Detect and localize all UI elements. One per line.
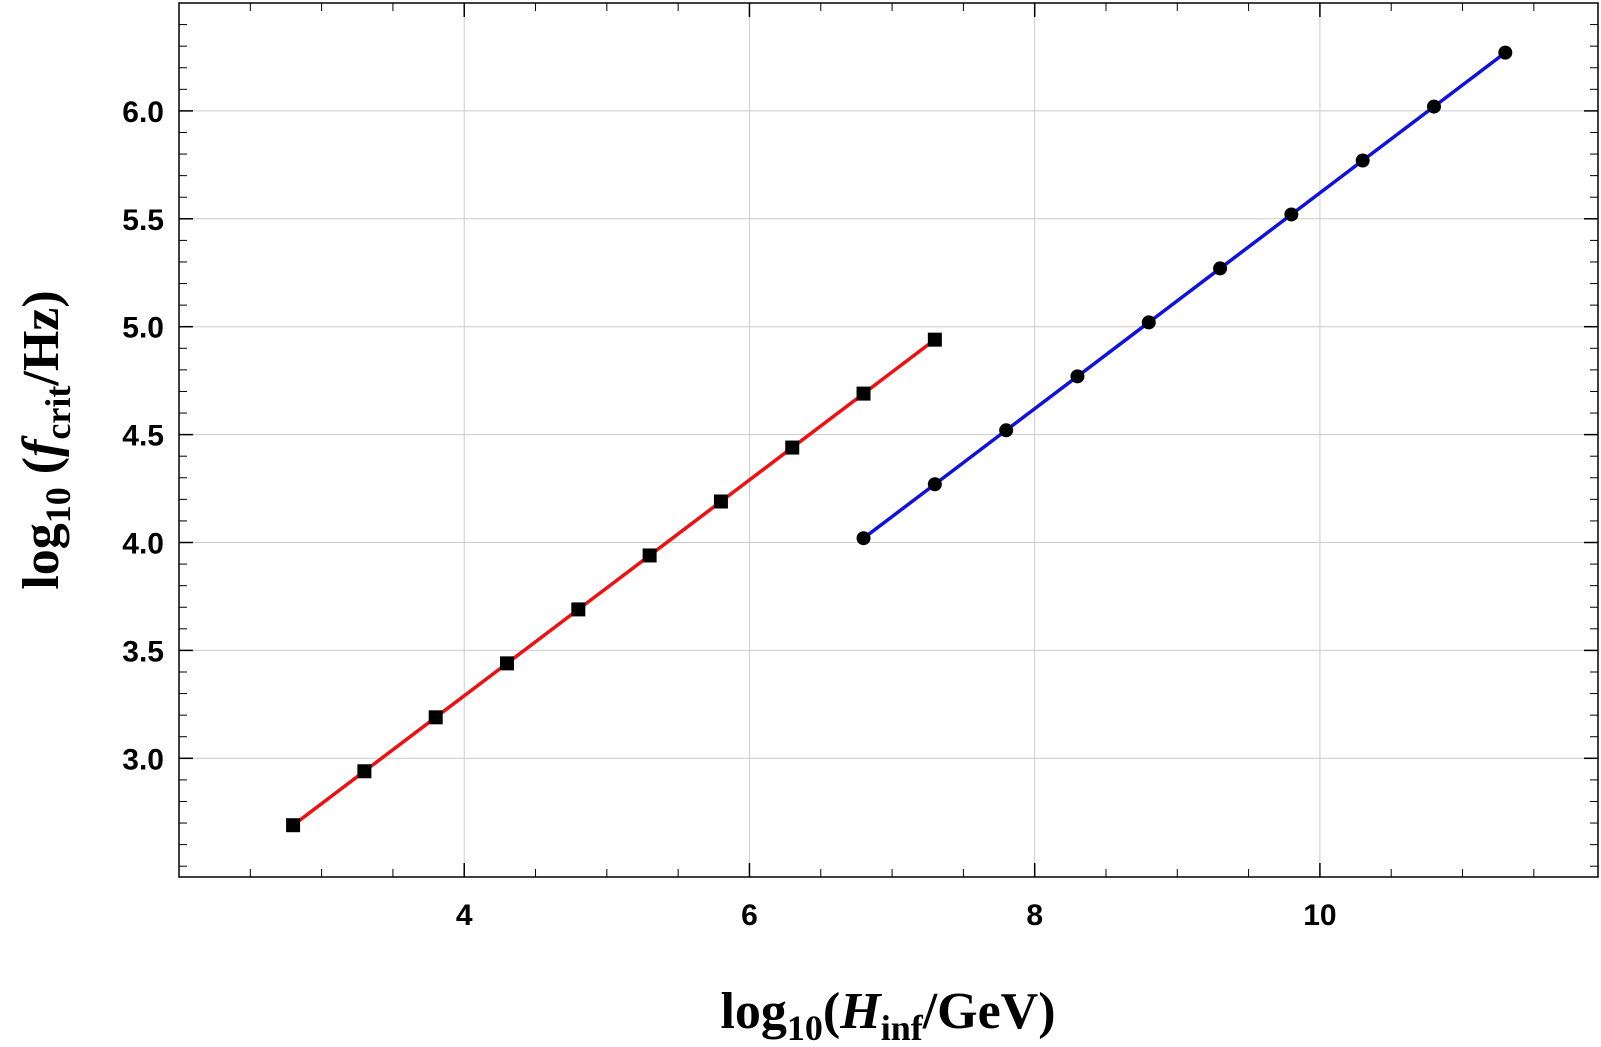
grid-lines [179,3,1598,877]
series-2-point [999,423,1014,438]
series-1-point [785,440,800,455]
series-2-point [1284,207,1299,222]
y-label-var: f [13,435,70,457]
series-1-point [571,602,586,617]
x-tick-label: 6 [741,899,758,932]
series-1-point [856,386,871,401]
y-label-open: ( [13,457,70,487]
series-1-point [713,494,728,509]
series-2-point [1213,261,1228,276]
y-tick-label: 5.5 [122,204,164,237]
x-label-open: ( [823,983,840,1040]
x-label-rest: /GeV) [922,983,1056,1040]
x-tick-label: 4 [456,899,473,932]
series-2-point [1498,45,1513,60]
series-2-line [862,51,1507,540]
series-2-point [927,477,942,492]
series-1-point [500,656,515,671]
axis-ticks [178,2,1598,877]
y-label-var-sub: crit [38,386,78,440]
y-label-prefix: log [13,523,70,589]
y-tick-label: 5.0 [122,312,164,345]
y-label-rest: /Hz) [13,290,70,386]
x-label-var-sub: inf [881,1008,924,1047]
x-label-prefix-sub: 10 [787,1008,823,1047]
series-1-line [292,338,936,827]
series-1-point [642,548,657,563]
x-axis-label: log10(Hinf/GeV) [720,983,1055,1047]
series-2-point [1355,153,1370,168]
series-1-point [357,764,372,779]
y-label-prefix-sub: 10 [38,487,78,523]
series-2-point [1070,369,1085,384]
series-2-point [1141,315,1156,330]
series-1-point [428,710,443,725]
y-tick-label: 6.0 [122,96,164,129]
y-tick-label: 4.0 [122,528,164,561]
x-label-var: H [839,983,882,1040]
x-tick-label: 10 [1303,899,1336,932]
x-tick-label: 8 [1026,899,1043,932]
y-axis-label: log10 (fcrit/Hz) [13,290,78,589]
y-tick-label: 3.0 [122,743,164,776]
series-1-point [927,332,942,347]
series-layer [286,45,1513,833]
series-2-point [1426,99,1441,114]
y-tick-label: 4.5 [122,420,164,453]
y-tick-label: 3.5 [122,635,164,668]
plot-frame [178,2,1599,878]
series-2-point [856,531,871,546]
series-1-point [286,818,301,833]
x-label-prefix: log [720,983,786,1040]
tick-labels: 4 6 8 10 3.0 3.5 4.0 4.5 5.0 5.5 6.0 [122,96,1336,932]
